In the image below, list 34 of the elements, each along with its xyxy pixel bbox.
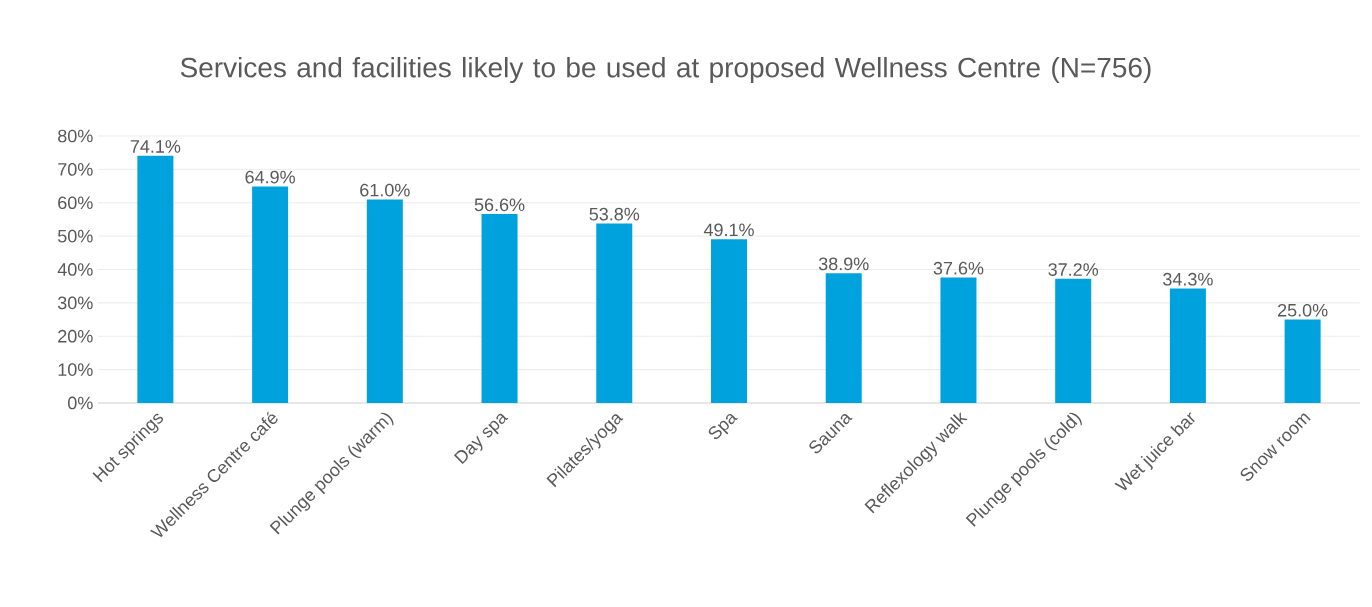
data-label: 74.1% <box>130 140 181 153</box>
bar <box>481 214 518 403</box>
bar <box>596 223 633 403</box>
data-label: 61.0% <box>360 183 410 197</box>
y-tick-label: 30% <box>57 296 93 310</box>
bar <box>366 199 403 403</box>
data-label: 64.9% <box>245 170 295 184</box>
bar <box>1284 319 1321 403</box>
y-tick-label: 40% <box>57 263 93 276</box>
y-tick-label: 50% <box>57 229 93 243</box>
y-tick-label: 20% <box>58 329 93 343</box>
data-label: 53.8% <box>589 207 640 221</box>
x-tick-label: Day spa <box>453 413 509 465</box>
data-label: 25.0% <box>1278 303 1328 317</box>
y-tick-label: 70% <box>58 163 93 176</box>
chart-title: Services and facilities likely to be used at proposed Wellness Centre (N=756) <box>180 56 1151 84</box>
data-label: 34.3% <box>1163 272 1213 286</box>
data-label: 49.1% <box>703 223 754 237</box>
bar <box>1169 288 1206 403</box>
x-tick-label: Spa <box>708 413 738 440</box>
y-tick-label: 10% <box>58 363 93 376</box>
bar <box>711 239 747 403</box>
bar <box>137 155 174 403</box>
bar <box>252 186 289 403</box>
bar <box>940 277 977 403</box>
bar <box>825 273 862 403</box>
y-tick-label: 60% <box>58 196 93 210</box>
data-label: 37.6% <box>933 261 984 275</box>
data-label: 56.6% <box>474 198 525 212</box>
bar <box>1055 278 1092 403</box>
y-tick-label: 0% <box>68 396 93 410</box>
data-label: 37.2% <box>1048 263 1099 276</box>
y-tick-label: 80% <box>58 129 93 143</box>
data-label: 38.9% <box>818 257 869 271</box>
